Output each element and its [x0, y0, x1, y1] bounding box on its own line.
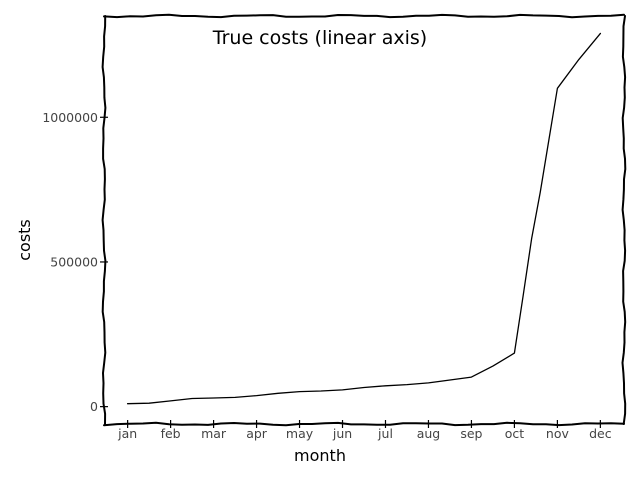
x-tick-label-oct: oct — [505, 426, 525, 441]
x-tick-label-jun: jun — [332, 426, 352, 441]
x-tick-label-sep: sep — [460, 426, 482, 441]
x-tick-label-apr: apr — [246, 426, 268, 441]
x-tick-label-nov: nov — [546, 426, 570, 441]
y-axis-label: costs — [15, 219, 34, 261]
x-tick-label-mar: mar — [201, 426, 227, 441]
frame-bottom — [103, 421, 625, 427]
x-axis-label: month — [294, 446, 346, 465]
x-tick-label-jan: jan — [117, 426, 137, 441]
frame-top — [103, 13, 625, 19]
x-tick-label-feb: feb — [161, 426, 181, 441]
frame-right — [621, 15, 627, 425]
x-tick-label-aug: aug — [417, 426, 441, 441]
x-tick-label-dec: dec — [589, 426, 612, 441]
series-layer — [126, 32, 602, 405]
plot-frame — [101, 13, 627, 427]
y-tick-label-1000000: 1000000 — [42, 110, 98, 125]
frame-left — [101, 15, 107, 425]
x-tick-label-may: may — [286, 426, 314, 441]
chart-title: True costs (linear axis) — [212, 27, 427, 49]
y-tick-label-0: 0 — [90, 399, 98, 414]
x-tick-label-jul: jul — [377, 426, 393, 441]
y-tick-label-500000: 500000 — [50, 254, 98, 269]
series-line-0 — [126, 32, 602, 405]
axis-ticks: jan feb mar apr may jun jul aug sep oct nov dec 0 500… — [42, 110, 611, 441]
